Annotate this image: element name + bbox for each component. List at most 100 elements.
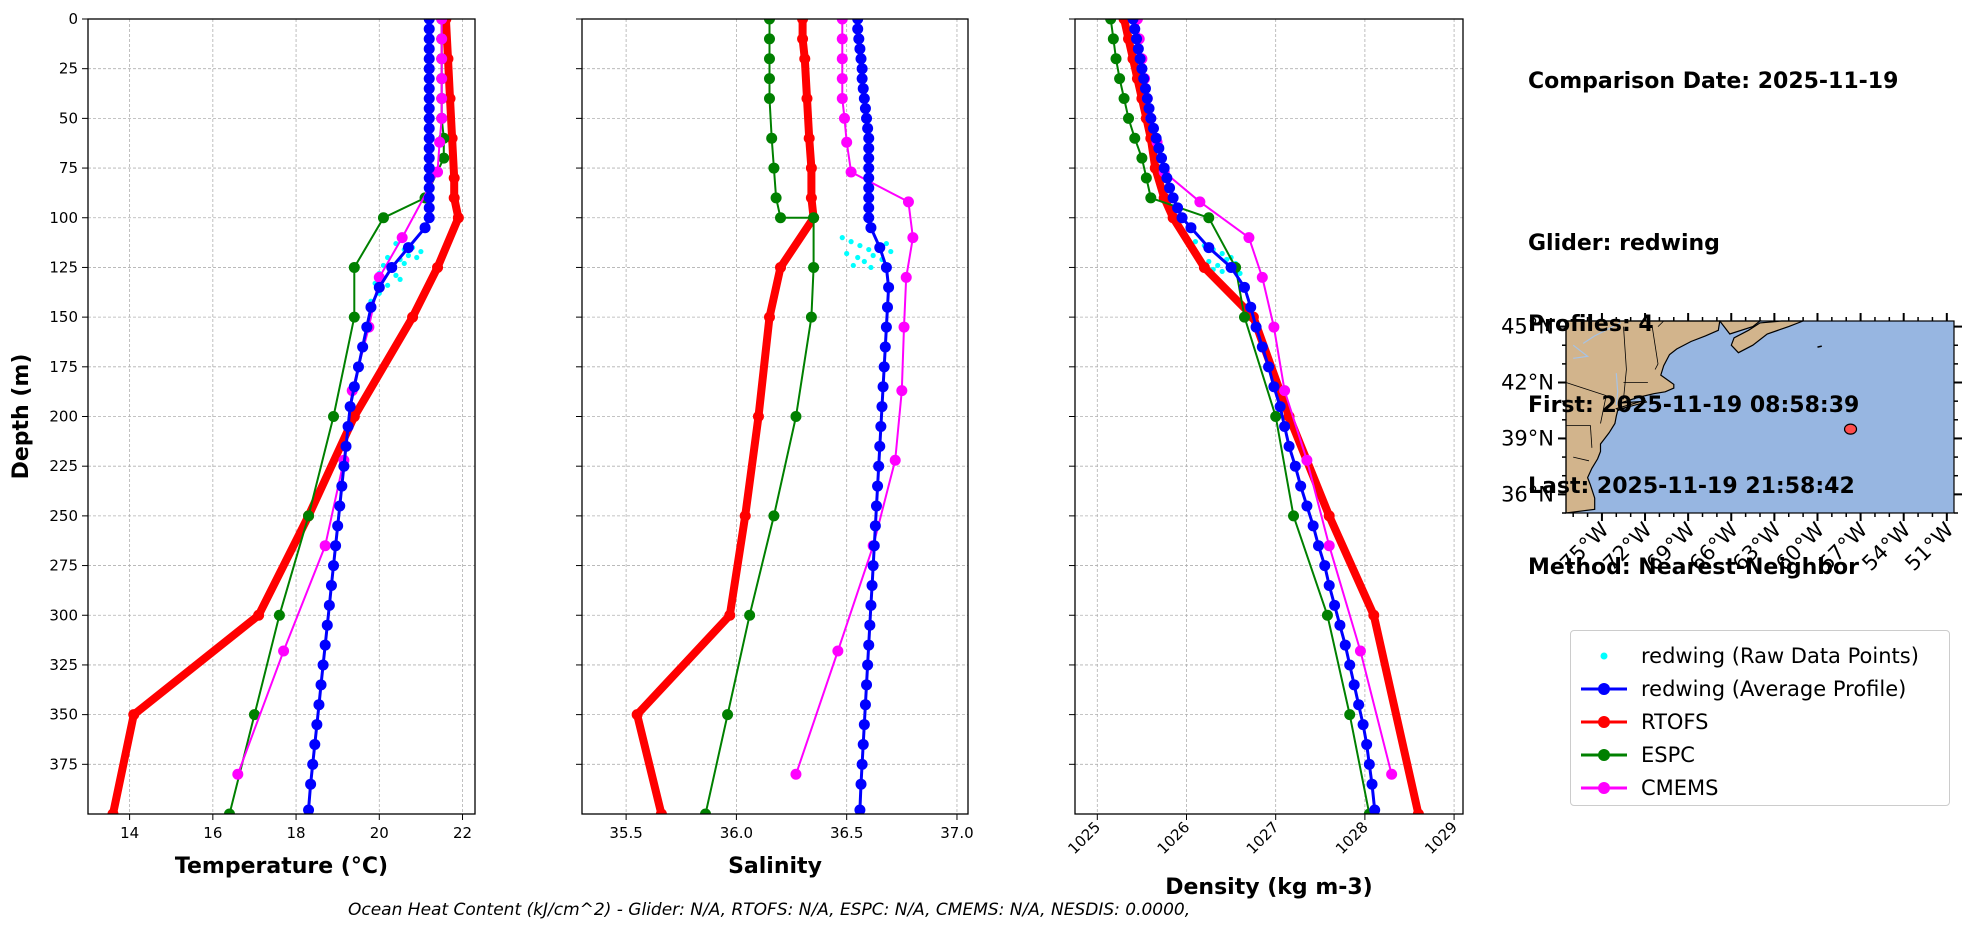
series-marker [344, 401, 356, 413]
series-marker [1153, 142, 1165, 154]
x-tick-label: 35.5 [609, 824, 642, 842]
series-marker [1386, 768, 1398, 780]
y-tick-label: 25 [59, 60, 78, 78]
series-marker [739, 510, 751, 522]
series-marker [1161, 172, 1173, 184]
series-marker [436, 93, 448, 104]
series-marker [423, 73, 435, 85]
axes-frame [87, 18, 476, 815]
series-marker [1289, 460, 1301, 472]
raw-point [1237, 270, 1243, 276]
series-marker [763, 93, 775, 104]
series-marker [861, 679, 873, 691]
series-marker [857, 83, 869, 95]
y-tick-label: 275 [49, 557, 78, 575]
series-redwing-average-profile- [852, 19, 895, 814]
raw-point [1192, 239, 1199, 245]
series-marker [1203, 242, 1215, 254]
series-marker [1368, 609, 1380, 621]
series-marker [832, 645, 844, 657]
series-marker [446, 132, 458, 144]
series-marker [1361, 738, 1373, 750]
legend-item-rtofs: RTOFS [1571, 707, 1949, 737]
series-marker [319, 639, 331, 651]
map-sable-island [1817, 345, 1822, 348]
legend-swatch-raw [1600, 652, 1608, 660]
series-marker [1203, 212, 1215, 224]
series-redwing-raw-data-points- [1192, 239, 1243, 276]
state-border [1600, 395, 1607, 424]
series-marker [328, 560, 340, 572]
series-marker [423, 43, 435, 55]
x-tick-label: 1027 [1243, 818, 1283, 858]
series-marker [878, 361, 890, 373]
series-marker [1270, 411, 1282, 422]
series-marker [1334, 619, 1346, 631]
series-marker [423, 53, 435, 65]
series-marker [423, 212, 435, 224]
series-marker [423, 63, 435, 75]
series-marker [1319, 560, 1331, 572]
state-border [1573, 456, 1590, 462]
raw-point [857, 242, 863, 249]
x-tick-label: 36.5 [830, 824, 863, 842]
series-marker [436, 112, 448, 124]
series-marker [1283, 440, 1295, 452]
series-marker [1357, 719, 1369, 731]
legend-label: RTOFS [1641, 710, 1709, 734]
series-marker [1138, 73, 1150, 85]
legend-label: CMEMS [1641, 776, 1719, 800]
series-rtofs [107, 19, 464, 814]
series-marker [1123, 33, 1135, 45]
series-marker [1256, 271, 1268, 283]
series-marker [1225, 261, 1237, 273]
series-marker [305, 778, 317, 790]
series-marker [1110, 53, 1122, 65]
series-marker [775, 261, 787, 273]
x-tick-label: 1025 [1064, 818, 1104, 858]
legend-item-cmems: CMEMS [1571, 773, 1949, 803]
series-marker [377, 212, 389, 224]
series-marker [423, 112, 435, 124]
series-marker [852, 23, 864, 35]
map-river [1572, 344, 1590, 359]
series-marker [863, 192, 875, 204]
series-marker [107, 808, 119, 814]
series-marker [744, 609, 756, 621]
x-tick-label: 16 [203, 824, 222, 842]
series-marker [1132, 43, 1144, 55]
series-marker [423, 83, 435, 95]
series-marker [856, 63, 868, 75]
series-marker [1323, 510, 1335, 522]
series-marker [1323, 579, 1335, 591]
series-marker [1274, 401, 1286, 413]
series-marker [868, 540, 880, 552]
series-marker [311, 719, 323, 731]
series-marker [631, 709, 643, 721]
series-marker [332, 520, 344, 532]
raw-point [1219, 268, 1225, 275]
series-marker [436, 53, 448, 65]
series-marker [808, 212, 820, 224]
series-marker [874, 242, 886, 254]
series-marker [857, 738, 869, 750]
series-marker [373, 281, 385, 293]
series-marker [1288, 510, 1300, 522]
series-marker [1344, 659, 1356, 671]
series-marker [864, 619, 876, 631]
info-line-first: First: 2025-11-19 08:58:39 [1528, 393, 1860, 418]
legend-swatch-espc [1581, 749, 1627, 761]
series-marker [223, 808, 235, 814]
series-marker [854, 804, 866, 814]
series-marker [841, 136, 853, 148]
series-marker [853, 33, 865, 45]
series-marker [763, 73, 775, 85]
series-marker [330, 540, 342, 552]
series-marker [423, 122, 435, 134]
raw-point [888, 248, 894, 255]
panel-2: 1025 1026 1027 1028 1029 Density (kg m-3) [1064, 18, 1464, 900]
series-marker [1107, 33, 1119, 45]
series-marker [303, 804, 315, 814]
series-marker [448, 172, 460, 184]
